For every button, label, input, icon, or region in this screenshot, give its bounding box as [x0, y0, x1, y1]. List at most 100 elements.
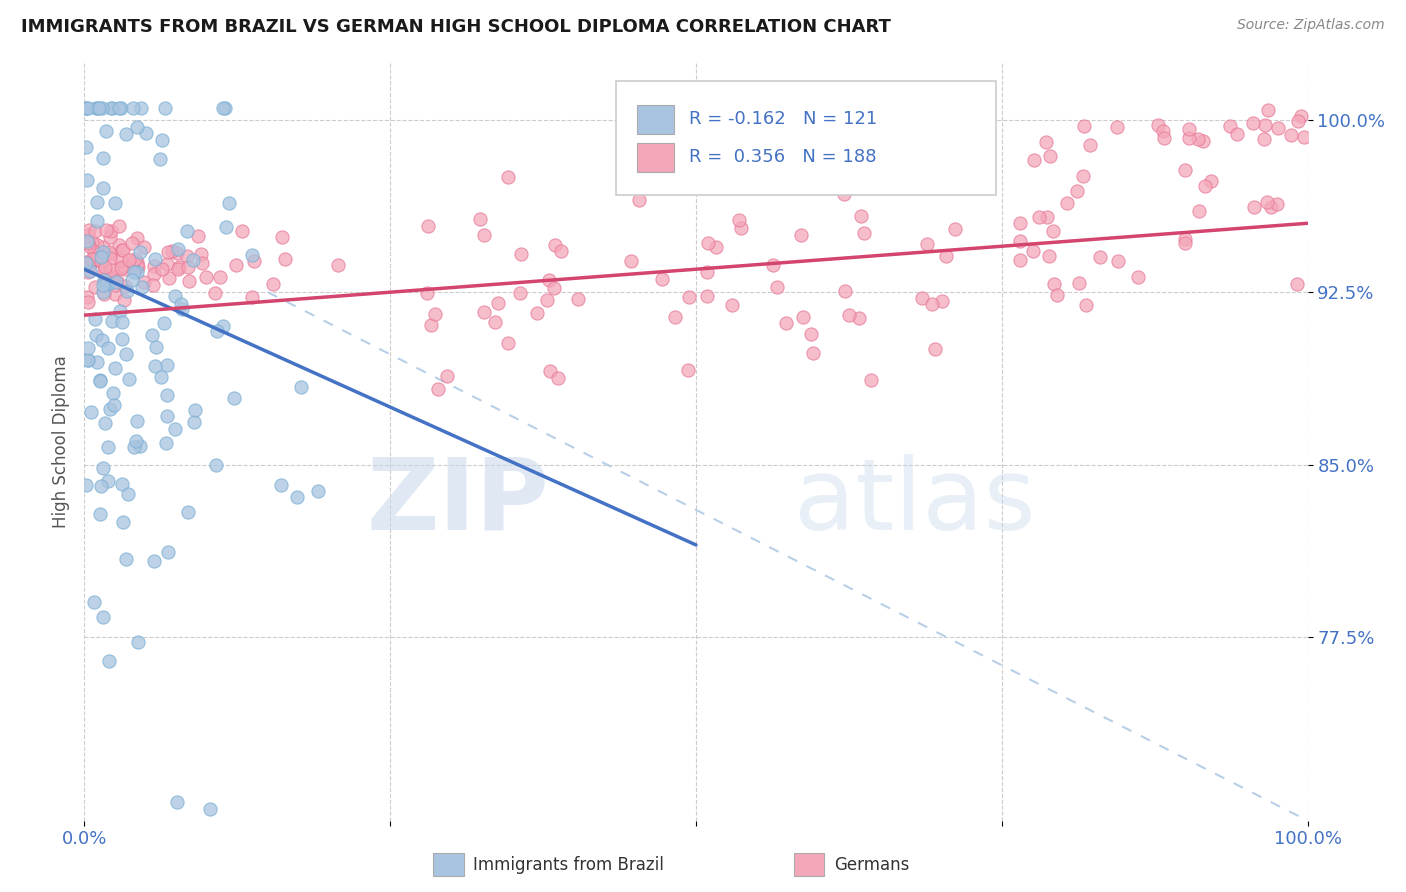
Point — [125, 258, 148, 272]
Point — [1174, 236, 1197, 251]
Point — [240, 291, 263, 305]
Point — [143, 252, 166, 266]
Point — [129, 439, 152, 453]
Point — [110, 261, 132, 276]
Point — [93, 286, 115, 301]
Point — [117, 253, 139, 268]
Point — [142, 277, 165, 292]
Point — [290, 380, 312, 394]
Point — [121, 273, 143, 287]
Point — [91, 240, 114, 254]
Point — [129, 245, 152, 260]
Point — [97, 277, 120, 292]
Point — [214, 102, 236, 116]
Point — [75, 255, 97, 269]
Point — [76, 290, 98, 304]
Point — [1178, 131, 1201, 145]
Point — [86, 213, 108, 227]
Point — [218, 196, 240, 211]
Point — [931, 294, 953, 309]
Point — [714, 170, 737, 185]
Point — [150, 262, 173, 277]
Point — [96, 222, 118, 236]
FancyBboxPatch shape — [433, 854, 464, 876]
Point — [204, 458, 226, 472]
Point — [114, 128, 136, 142]
Point — [79, 404, 101, 418]
Point — [170, 296, 193, 310]
Text: ZIP: ZIP — [367, 454, 550, 550]
Point — [1022, 244, 1045, 258]
Point — [89, 102, 111, 116]
Point — [627, 193, 650, 207]
Point — [97, 440, 120, 454]
Point — [172, 302, 194, 317]
Point — [97, 341, 120, 355]
Point — [77, 259, 100, 273]
Point — [1088, 250, 1111, 264]
Point — [1294, 130, 1316, 145]
Point — [696, 265, 718, 279]
Point — [832, 187, 855, 202]
Point — [105, 275, 128, 289]
Point — [153, 102, 176, 116]
Point — [184, 403, 207, 417]
Point — [472, 227, 495, 242]
Point — [177, 274, 200, 288]
Point — [96, 273, 118, 287]
Point — [426, 382, 449, 396]
Point — [536, 293, 558, 308]
Point — [167, 242, 190, 256]
Point — [129, 102, 152, 116]
Point — [211, 319, 233, 334]
Point — [77, 238, 100, 252]
Point — [851, 209, 873, 223]
Point — [91, 244, 114, 259]
Point — [142, 267, 165, 281]
Point — [93, 273, 115, 287]
Point — [416, 219, 439, 233]
Point — [125, 414, 148, 428]
Point — [142, 260, 165, 274]
Point — [762, 258, 785, 272]
Point — [1152, 124, 1174, 138]
Point — [125, 434, 148, 448]
Point — [156, 409, 179, 424]
Point — [110, 253, 132, 268]
Point — [115, 347, 138, 361]
Point — [135, 126, 157, 140]
Point — [153, 316, 176, 330]
Point — [83, 595, 105, 609]
Point — [98, 245, 121, 260]
Point — [104, 278, 127, 293]
Point — [89, 507, 111, 521]
Point — [100, 246, 122, 260]
Point — [242, 254, 264, 268]
Point — [97, 474, 120, 488]
Point — [103, 398, 125, 412]
Point — [84, 312, 107, 326]
Point — [1028, 210, 1050, 224]
Point — [118, 371, 141, 385]
Point — [100, 102, 122, 116]
Point — [83, 224, 105, 238]
Point — [104, 287, 127, 301]
Point — [775, 317, 797, 331]
Point — [621, 170, 644, 185]
Point — [79, 264, 101, 278]
Point — [1078, 138, 1101, 153]
Point — [111, 244, 134, 258]
Point — [696, 288, 718, 302]
Point — [155, 435, 177, 450]
Point — [79, 254, 101, 268]
Y-axis label: High School Diploma: High School Diploma — [52, 355, 70, 528]
Point — [509, 285, 531, 300]
Point — [834, 285, 856, 299]
Point — [328, 258, 350, 272]
Point — [112, 293, 135, 308]
Point — [177, 505, 200, 519]
Point — [101, 102, 124, 116]
Point — [1067, 276, 1090, 290]
Point — [792, 310, 814, 324]
Point — [1260, 200, 1282, 214]
